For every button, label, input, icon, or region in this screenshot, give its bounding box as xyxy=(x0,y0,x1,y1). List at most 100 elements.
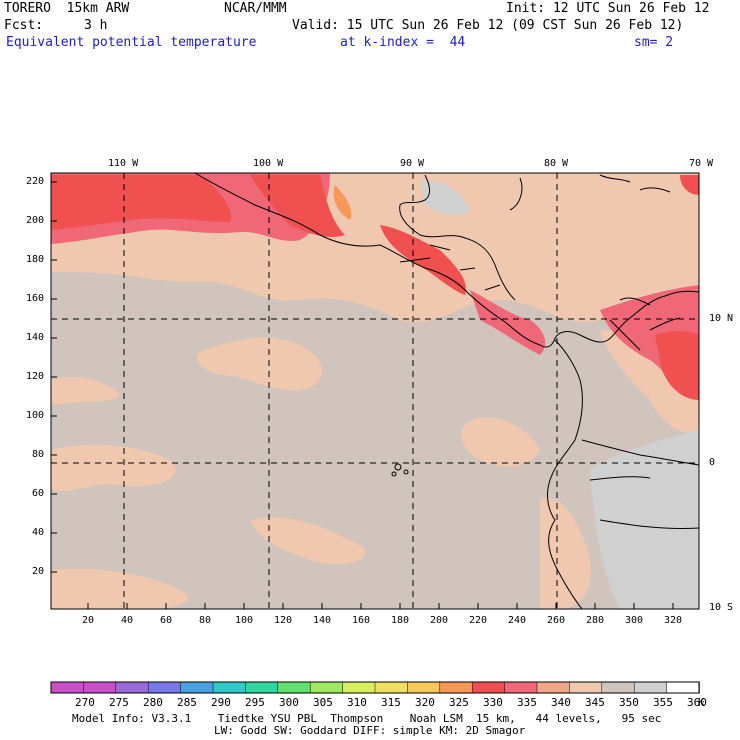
colorbar-swatch xyxy=(180,681,214,694)
colorbar-swatch xyxy=(536,681,571,694)
center-name: NCAR/MMM xyxy=(224,1,287,16)
colorbar-level: 325 xyxy=(449,696,469,709)
field-title: Equivalent potential temperature xyxy=(6,35,257,50)
y-tick-label: 100 xyxy=(26,410,45,421)
colorbar-level: 290 xyxy=(211,696,231,709)
colorbar-swatch xyxy=(471,681,506,694)
national-borders-north xyxy=(609,297,681,351)
y-tick-label: 80 xyxy=(32,449,45,460)
colorbar-swatch xyxy=(407,681,441,694)
x-tick-label: 100 xyxy=(235,615,254,626)
colorbar-level: 315 xyxy=(381,696,401,709)
galapagos-island xyxy=(403,469,409,475)
colorbar-level: 280 xyxy=(143,696,163,709)
colorbar-swatch xyxy=(439,681,473,694)
colorbar-level: 310 xyxy=(347,696,367,709)
map-frame xyxy=(50,172,700,610)
lat-label: 10 N xyxy=(709,313,734,324)
y-tick-label: 180 xyxy=(26,254,45,265)
lat-label: 10 S xyxy=(709,602,734,613)
colorbar-swatch xyxy=(504,681,538,694)
field-340-patch xyxy=(197,337,323,391)
x-tick-label: 60 xyxy=(160,615,173,626)
field-350-andes xyxy=(590,430,699,609)
x-tick-label: 200 xyxy=(430,615,449,626)
colorbar-swatch xyxy=(374,681,409,694)
x-tick-label: 180 xyxy=(391,615,410,626)
init-time: Init: 12 UTC Sun 26 Feb 12 xyxy=(506,1,710,16)
colorbar-swatch xyxy=(50,681,85,694)
colorbar-swatch xyxy=(666,681,700,694)
valid-time: Valid: 15 UTC Sun 26 Feb 12 (09 CST Sun … xyxy=(292,18,684,33)
colorbar-swatch xyxy=(245,681,279,694)
field-330-mexico xyxy=(250,175,345,237)
colorbar-level: 285 xyxy=(177,696,197,709)
colorbar-frame xyxy=(50,681,700,694)
colorbar-level: 340 xyxy=(551,696,571,709)
lon-label: 90 W xyxy=(400,158,425,169)
model-name: TORERO 15km ARW xyxy=(4,1,130,16)
colorbar-level: 305 xyxy=(313,696,333,709)
x-tick-label: 280 xyxy=(586,615,605,626)
colorbar-swatch xyxy=(277,681,311,694)
lon-label: 80 W xyxy=(544,158,569,169)
x-tick-label: 220 xyxy=(469,615,488,626)
colorbar-swatch xyxy=(309,681,344,694)
colorbar-swatch xyxy=(115,681,149,694)
field-340-patch xyxy=(540,498,591,609)
lon-label: 70 W xyxy=(689,158,714,169)
x-tick-label: 140 xyxy=(313,615,332,626)
field-330-north xyxy=(51,175,231,230)
field-340-patch xyxy=(51,444,176,492)
colorbar-level: 345 xyxy=(585,696,605,709)
y-tick-label: 120 xyxy=(26,371,45,382)
y-tick-label: 20 xyxy=(32,566,45,577)
coastlines xyxy=(194,173,699,609)
y-tick-label: 200 xyxy=(26,215,45,226)
field-325-patch xyxy=(333,185,352,220)
temperature-field xyxy=(51,173,699,609)
x-tick-label: 260 xyxy=(547,615,566,626)
field-340-patch xyxy=(51,377,120,405)
field-330-colombia xyxy=(655,331,699,400)
y-tick-label: 60 xyxy=(32,488,45,499)
field-350-gulf xyxy=(420,179,470,216)
fcst-value: 3 h xyxy=(84,18,108,33)
colorbar-level: 300 xyxy=(279,696,299,709)
national-borders-central-america xyxy=(399,244,501,291)
lon-label: 110 W xyxy=(108,158,139,169)
x-tick-label: 300 xyxy=(625,615,644,626)
colorbar-swatch xyxy=(601,681,635,694)
coastline-pacific-north xyxy=(194,173,699,348)
field-340-patch xyxy=(51,568,189,609)
x-tick-label: 40 xyxy=(121,615,134,626)
field-330-ne-corner xyxy=(680,175,699,195)
y-tick-label: 160 xyxy=(26,293,45,304)
x-tick-label: 240 xyxy=(508,615,527,626)
colorbar-level: 350 xyxy=(619,696,639,709)
national-borders-south xyxy=(581,439,699,529)
model-info-line2: LW: Godd SW: Goddard DIFF: simple KM: 2D… xyxy=(214,724,526,737)
coastline-yucatan xyxy=(509,177,523,211)
caribbean-islands xyxy=(599,174,671,193)
colorbar-level: 270 xyxy=(75,696,95,709)
colorbar-swatch xyxy=(569,681,603,694)
level-info: at k-index = 44 xyxy=(340,35,466,50)
galapagos-island xyxy=(391,471,397,477)
x-tick-label: 160 xyxy=(352,615,371,626)
colorbar-swatch xyxy=(212,681,247,694)
colorbar-level: 320 xyxy=(415,696,435,709)
smoothing-info: sm= 2 xyxy=(634,35,674,50)
colorbar-swatch xyxy=(147,681,182,694)
colorbar-level: 295 xyxy=(245,696,265,709)
model-info-line1: Model Info: V3.3.1 Tiedtke YSU PBL Thomp… xyxy=(72,712,662,725)
colorbar-swatch xyxy=(342,681,376,694)
x-tick-label: 320 xyxy=(664,615,683,626)
colorbar-level: 330 xyxy=(483,696,503,709)
coastline-caribbean xyxy=(399,174,516,301)
field-340-patch xyxy=(461,417,540,467)
x-tick-label: 120 xyxy=(274,615,293,626)
galapagos-island xyxy=(394,463,402,471)
colorbar-level: 335 xyxy=(517,696,537,709)
coastline-south-america xyxy=(547,339,583,609)
